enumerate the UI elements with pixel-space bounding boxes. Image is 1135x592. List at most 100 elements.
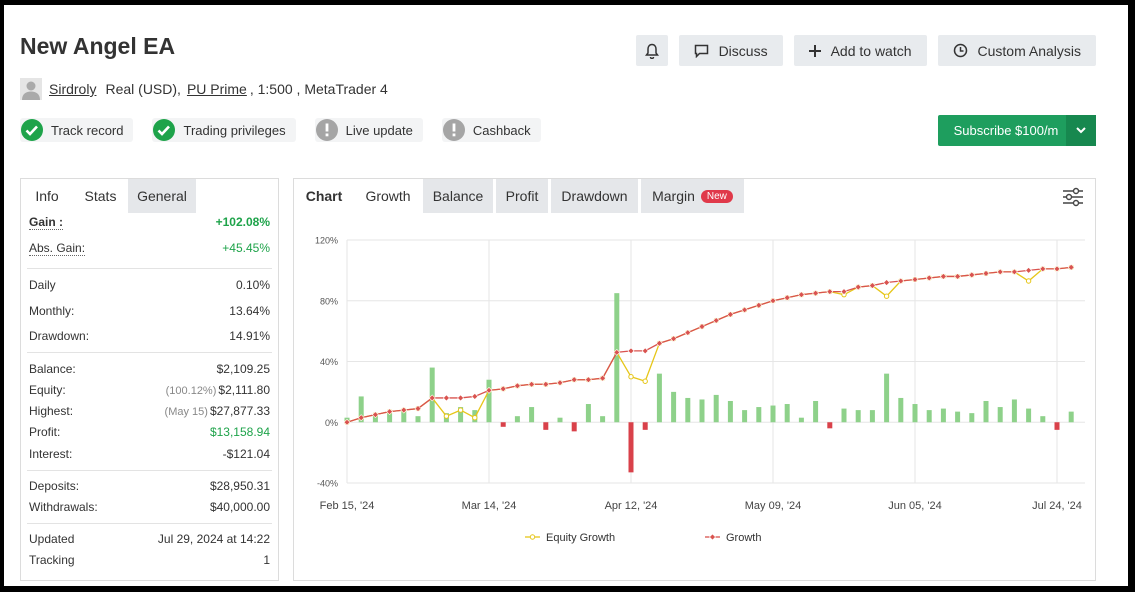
series-point	[386, 408, 394, 416]
profit-bar	[997, 407, 1003, 423]
stat-label: Daily	[29, 278, 56, 292]
account-line: Sirdroly Real (USD), PU Prime , 1:500 , …	[20, 78, 388, 100]
profit-bar	[387, 413, 393, 423]
x-tick-label: Jul 24, '24	[1032, 500, 1082, 512]
stat-value-wrap: -$121.04	[223, 447, 270, 461]
bell-button[interactable]	[635, 35, 668, 66]
series-point	[471, 393, 479, 400]
y-tick-label: 40%	[320, 357, 338, 367]
stat-row: Deposits: $28,950.31	[29, 476, 270, 496]
series-point	[400, 406, 408, 414]
stat-label: Drawdown:	[29, 329, 90, 343]
stat-row: Interest: -$121.04	[29, 444, 270, 464]
settings-icon[interactable]	[1062, 187, 1084, 207]
x-tick-label: Mar 14, '24	[462, 500, 517, 512]
stat-label: Updated	[29, 532, 75, 546]
profit-bar	[543, 422, 549, 430]
profit-bar	[458, 407, 464, 423]
separator	[27, 268, 272, 269]
panel-tab[interactable]: Info	[21, 179, 73, 213]
stat-row: Gain : +102.08%	[29, 212, 270, 232]
chart-tab[interactable]: Balance	[423, 179, 493, 213]
profit-bar	[940, 408, 946, 423]
broker-link[interactable]: PU Prime	[186, 81, 247, 97]
stat-row: Daily 0.10%	[29, 275, 270, 295]
series-point	[996, 268, 1004, 276]
series-point	[584, 376, 592, 384]
account-details: , 1:500 , MetaTrader 4	[249, 81, 388, 97]
chart-tab[interactable]: Margin New	[641, 179, 744, 213]
stat-value: $2,111.80	[218, 383, 270, 397]
series-point	[883, 293, 890, 299]
panel-tab[interactable]: General	[128, 179, 196, 213]
analysis-button[interactable]: Custom Analysis	[937, 35, 1096, 66]
stat-row: Equity: (100.12%) $2,111.80	[29, 380, 270, 400]
separator	[27, 470, 272, 471]
status-icon	[153, 119, 176, 141]
series-point	[826, 288, 834, 296]
discuss-button[interactable]: Discuss	[678, 35, 783, 66]
legend-label: Equity Growth	[546, 532, 615, 544]
y-tick-label: 80%	[320, 296, 338, 306]
chart-tab[interactable]: Growth	[354, 179, 422, 213]
stat-value: $2,109.25	[216, 362, 270, 376]
chart-tab[interactable]: Drawdown	[551, 179, 638, 213]
profit-bar	[955, 411, 961, 423]
chart-panel: Chart Growth Balance Profit Drawdown Margin Ne…	[293, 178, 1096, 581]
series-point	[513, 382, 521, 390]
profit-bar	[784, 404, 790, 423]
stat-label: Interest:	[29, 447, 73, 461]
stat-value-wrap: +45.45%	[222, 241, 270, 255]
stat-value: $28,950.31	[209, 479, 270, 493]
panel-tab[interactable]: Stats	[73, 179, 128, 213]
button-label: Add to watch	[830, 42, 912, 59]
check	[25, 125, 38, 136]
stat-label: Gain :	[29, 214, 64, 230]
stat-label: Monthly:	[29, 304, 75, 318]
series-point	[343, 418, 351, 426]
badges: Track record Trading privileges Live updat…	[20, 118, 541, 142]
user-link[interactable]: Sirdroly	[49, 81, 97, 97]
stat-value-wrap: 14.91%	[229, 329, 270, 343]
chart-tab[interactable]: Profit	[496, 179, 548, 213]
series-line	[346, 266, 1072, 423]
separator	[27, 352, 272, 353]
stat-row: Updated Jul 29, 2024 at 14:22	[29, 529, 270, 549]
exclaim-dot	[452, 133, 456, 137]
profit-bar	[1026, 408, 1032, 423]
stat-value: $40,000.00	[209, 500, 270, 514]
series-point	[911, 276, 919, 283]
stat-row: Profit: $13,158.94	[29, 422, 270, 442]
profit-bar	[415, 416, 421, 423]
stat-value-wrap: $28,950.31	[210, 479, 270, 493]
series-point	[840, 288, 848, 296]
series-point	[1010, 268, 1018, 276]
badge-label: Trading privileges	[183, 122, 286, 138]
stat-value: -$121.04	[222, 447, 270, 461]
profit-bar	[1054, 422, 1060, 430]
badge-label: Live update	[345, 122, 413, 138]
series-point	[812, 289, 820, 297]
profit-bar	[798, 417, 804, 423]
stat-value-wrap: (May 15) $27,877.33	[165, 404, 270, 418]
legend-marker	[529, 534, 536, 540]
profit-bar	[585, 404, 591, 423]
stat-label: Tracking	[29, 553, 75, 567]
dropdown-toggle[interactable]	[1066, 115, 1096, 146]
stat-row: Monthly: 13.64%	[29, 301, 270, 321]
legend-label: Growth	[726, 532, 761, 544]
avatar	[20, 78, 42, 100]
exclaim	[452, 123, 456, 132]
watch-button[interactable]: Add to watch	[793, 35, 927, 66]
profit-bar	[699, 399, 705, 423]
stat-row: Drawdown: 14.91%	[29, 326, 270, 346]
profit-bar	[969, 413, 975, 423]
button-label: Custom Analysis	[977, 42, 1081, 59]
subscribe-button[interactable]: Subscribe $100/m	[938, 115, 1096, 146]
stat-value: 1	[263, 553, 270, 567]
profit-bar	[912, 404, 918, 423]
exclaim	[325, 123, 329, 132]
series-point	[726, 310, 734, 318]
stat-note: (100.12%)	[165, 385, 217, 397]
stat-label: Deposits:	[29, 479, 80, 493]
